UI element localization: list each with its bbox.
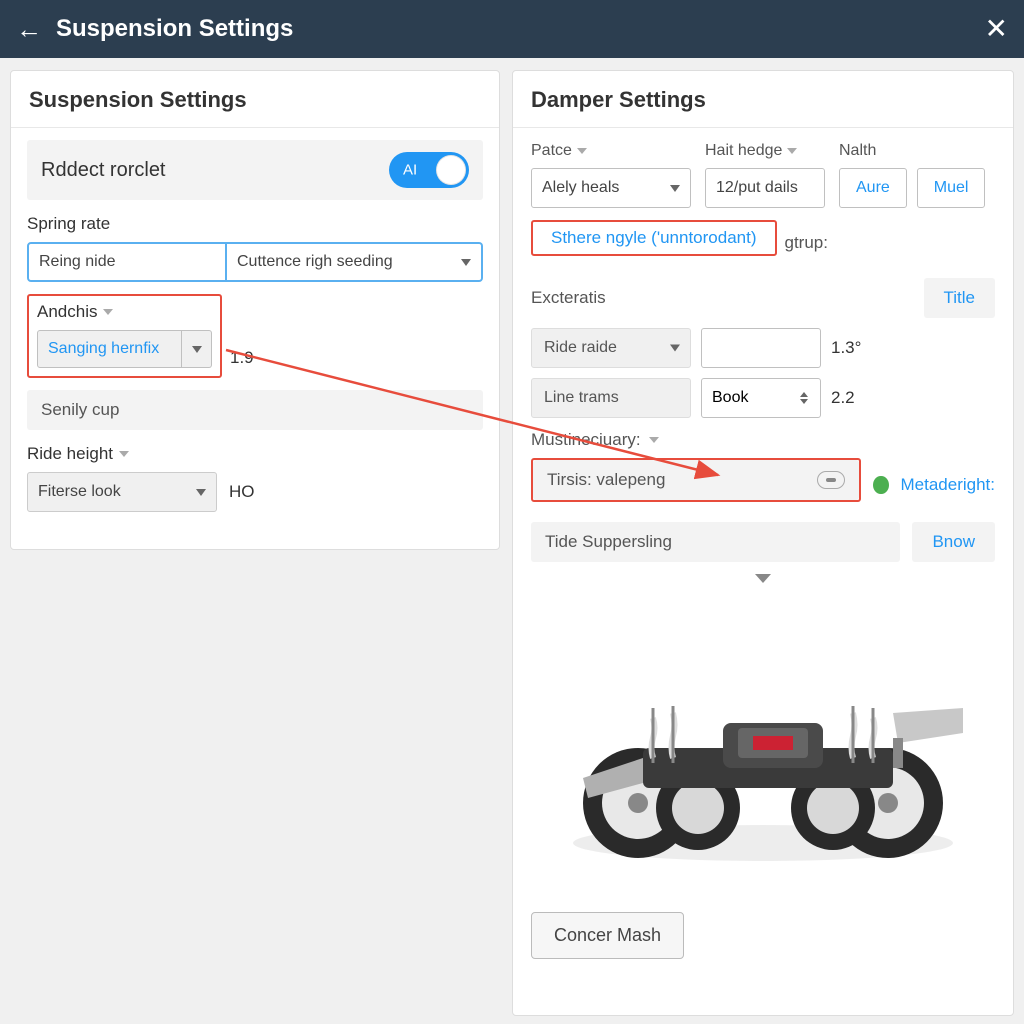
line-trams-row: Line trams Book 2.2 — [531, 378, 995, 418]
hait-label: Hait hedge — [705, 142, 825, 160]
chevron-down-icon — [670, 185, 680, 192]
chevron-down-icon — [119, 451, 129, 457]
tirsis-label: Tirsis: valepeng — [547, 470, 665, 490]
sthere-row: Sthere ngyle ('unntorodant) gtrup: — [531, 220, 995, 266]
spring-rate-row: Cuttence righ seeding — [27, 242, 483, 282]
muel-button[interactable]: Muel — [917, 168, 986, 208]
senily-row: Senily cup — [27, 390, 483, 430]
ride-raide-input[interactable] — [701, 328, 821, 368]
ride-height-select-value: Fiterse look — [38, 483, 121, 501]
patce-col: Patce Alely heals — [531, 142, 691, 208]
line-trams-name: Line trams — [531, 378, 691, 418]
spring-rate-input[interactable] — [27, 242, 227, 282]
sthere-redbox: Sthere ngyle ('unntorodant) — [531, 220, 777, 256]
suspension-panel: Suspension Settings Rddect rorclet AI Sp… — [10, 70, 500, 550]
damper-panel: Damper Settings Patce Alely heals Hait h… — [512, 70, 1014, 1016]
ride-height-label: Ride height — [27, 444, 483, 464]
spinner-icon[interactable] — [794, 391, 814, 405]
suspension-panel-body: Rddect rorclet AI Spring rate Cuttence r… — [11, 128, 499, 528]
mustineciuary-label: Mustineciuary: — [531, 430, 995, 450]
ai-toggle-knob — [436, 155, 466, 185]
andchis-select-value: Sanging hernfix — [37, 330, 182, 368]
chevron-down-icon — [192, 346, 202, 353]
ride-height-select[interactable]: Fiterse look — [27, 472, 217, 512]
close-icon[interactable]: ✕ — [985, 15, 1008, 43]
chevron-down-icon — [461, 259, 471, 266]
tirsis-row: Tirsis: valepeng Metaderight: — [531, 458, 995, 512]
aure-button[interactable]: Aure — [839, 168, 907, 208]
tide-row: Tide Suppersling Bnow — [531, 522, 995, 562]
gtup-label: gtrup: — [781, 227, 832, 259]
title-button[interactable]: Title — [924, 278, 996, 318]
andchis-select-caret[interactable] — [182, 330, 212, 368]
vehicle-svg — [543, 608, 983, 888]
ai-toggle-label: AI — [403, 162, 417, 179]
patce-select-value: Alely heals — [542, 179, 619, 197]
nalth-label: Nalth — [839, 142, 995, 160]
patce-select[interactable]: Alely heals — [531, 168, 691, 208]
andchis-redbox: Andchis Sanging hernfix — [27, 294, 222, 378]
chevron-down-icon — [649, 437, 659, 443]
chevron-down-icon — [103, 309, 113, 315]
back-arrow-icon[interactable]: ← — [16, 16, 42, 42]
chevron-down-icon — [787, 148, 797, 154]
chevron-down-icon — [196, 489, 206, 496]
ride-raide-value: 1.3° — [831, 338, 861, 358]
ride-height-row: Fiterse look HO — [27, 472, 483, 512]
ride-height-value: HO — [229, 482, 255, 502]
pill-icon — [817, 471, 845, 489]
nalth-col: Nalth Aure Muel — [839, 142, 995, 208]
hait-input[interactable] — [705, 168, 825, 208]
spring-rate-select-value: Cuttence righ seeding — [237, 253, 393, 271]
line-trams-input[interactable]: Book — [701, 378, 821, 418]
ride-raide-row: Ride raide 1.3° — [531, 328, 995, 368]
andchis-select[interactable]: Sanging hernfix — [37, 330, 212, 368]
sthere-link[interactable]: Sthere ngyle ('unntorodant) — [543, 222, 765, 253]
tide-label: Tide Suppersling — [531, 522, 900, 562]
hait-col: Hait hedge — [705, 142, 825, 208]
andchis-section: Andchis Sanging hernfix 1.9 — [27, 294, 483, 378]
patce-label: Patce — [531, 142, 691, 160]
roclet-label: Rddect rorclet — [41, 159, 166, 182]
damper-panel-body: Patce Alely heals Hait hedge — [513, 128, 1013, 975]
andchis-label: Andchis — [37, 302, 212, 322]
bnow-button[interactable]: Bnow — [912, 522, 995, 562]
damper-panel-title: Damper Settings — [513, 71, 1013, 128]
ai-toggle[interactable]: AI — [389, 152, 469, 188]
header-title: Suspension Settings — [56, 15, 293, 43]
suspension-panel-title: Suspension Settings — [11, 71, 499, 128]
andchis-value: 1.9 — [230, 348, 254, 378]
concer-mash-button[interactable]: Concer Mash — [531, 912, 684, 959]
damper-top-row: Patce Alely heals Hait hedge — [531, 142, 995, 208]
spring-rate-select[interactable]: Cuttence righ seeding — [227, 242, 483, 282]
tirsis-redbox: Tirsis: valepeng — [531, 458, 861, 502]
metaderight-link[interactable]: Metaderight: — [901, 475, 996, 495]
chevron-down-icon — [577, 148, 587, 154]
ride-raide-name[interactable]: Ride raide — [531, 328, 691, 368]
app-header: ← Suspension Settings ✕ — [0, 0, 1024, 58]
excteratis-row: Excteratis Title — [531, 278, 995, 318]
roclet-row: Rddect rorclet AI — [27, 140, 483, 200]
expand-caret[interactable] — [531, 570, 995, 588]
vehicle-preview — [531, 598, 995, 898]
line-trams-value: 2.2 — [831, 388, 855, 408]
status-dot-icon — [873, 476, 889, 494]
tirsis-inner[interactable]: Tirsis: valepeng — [533, 460, 859, 500]
ride-height-section: Ride height Fiterse look HO — [27, 444, 483, 512]
excteratis-label: Excteratis — [531, 288, 606, 308]
spring-rate-label: Spring rate — [27, 214, 483, 234]
content-area: Suspension Settings Rddect rorclet AI Sp… — [0, 58, 1024, 1024]
chevron-down-icon — [670, 345, 680, 352]
